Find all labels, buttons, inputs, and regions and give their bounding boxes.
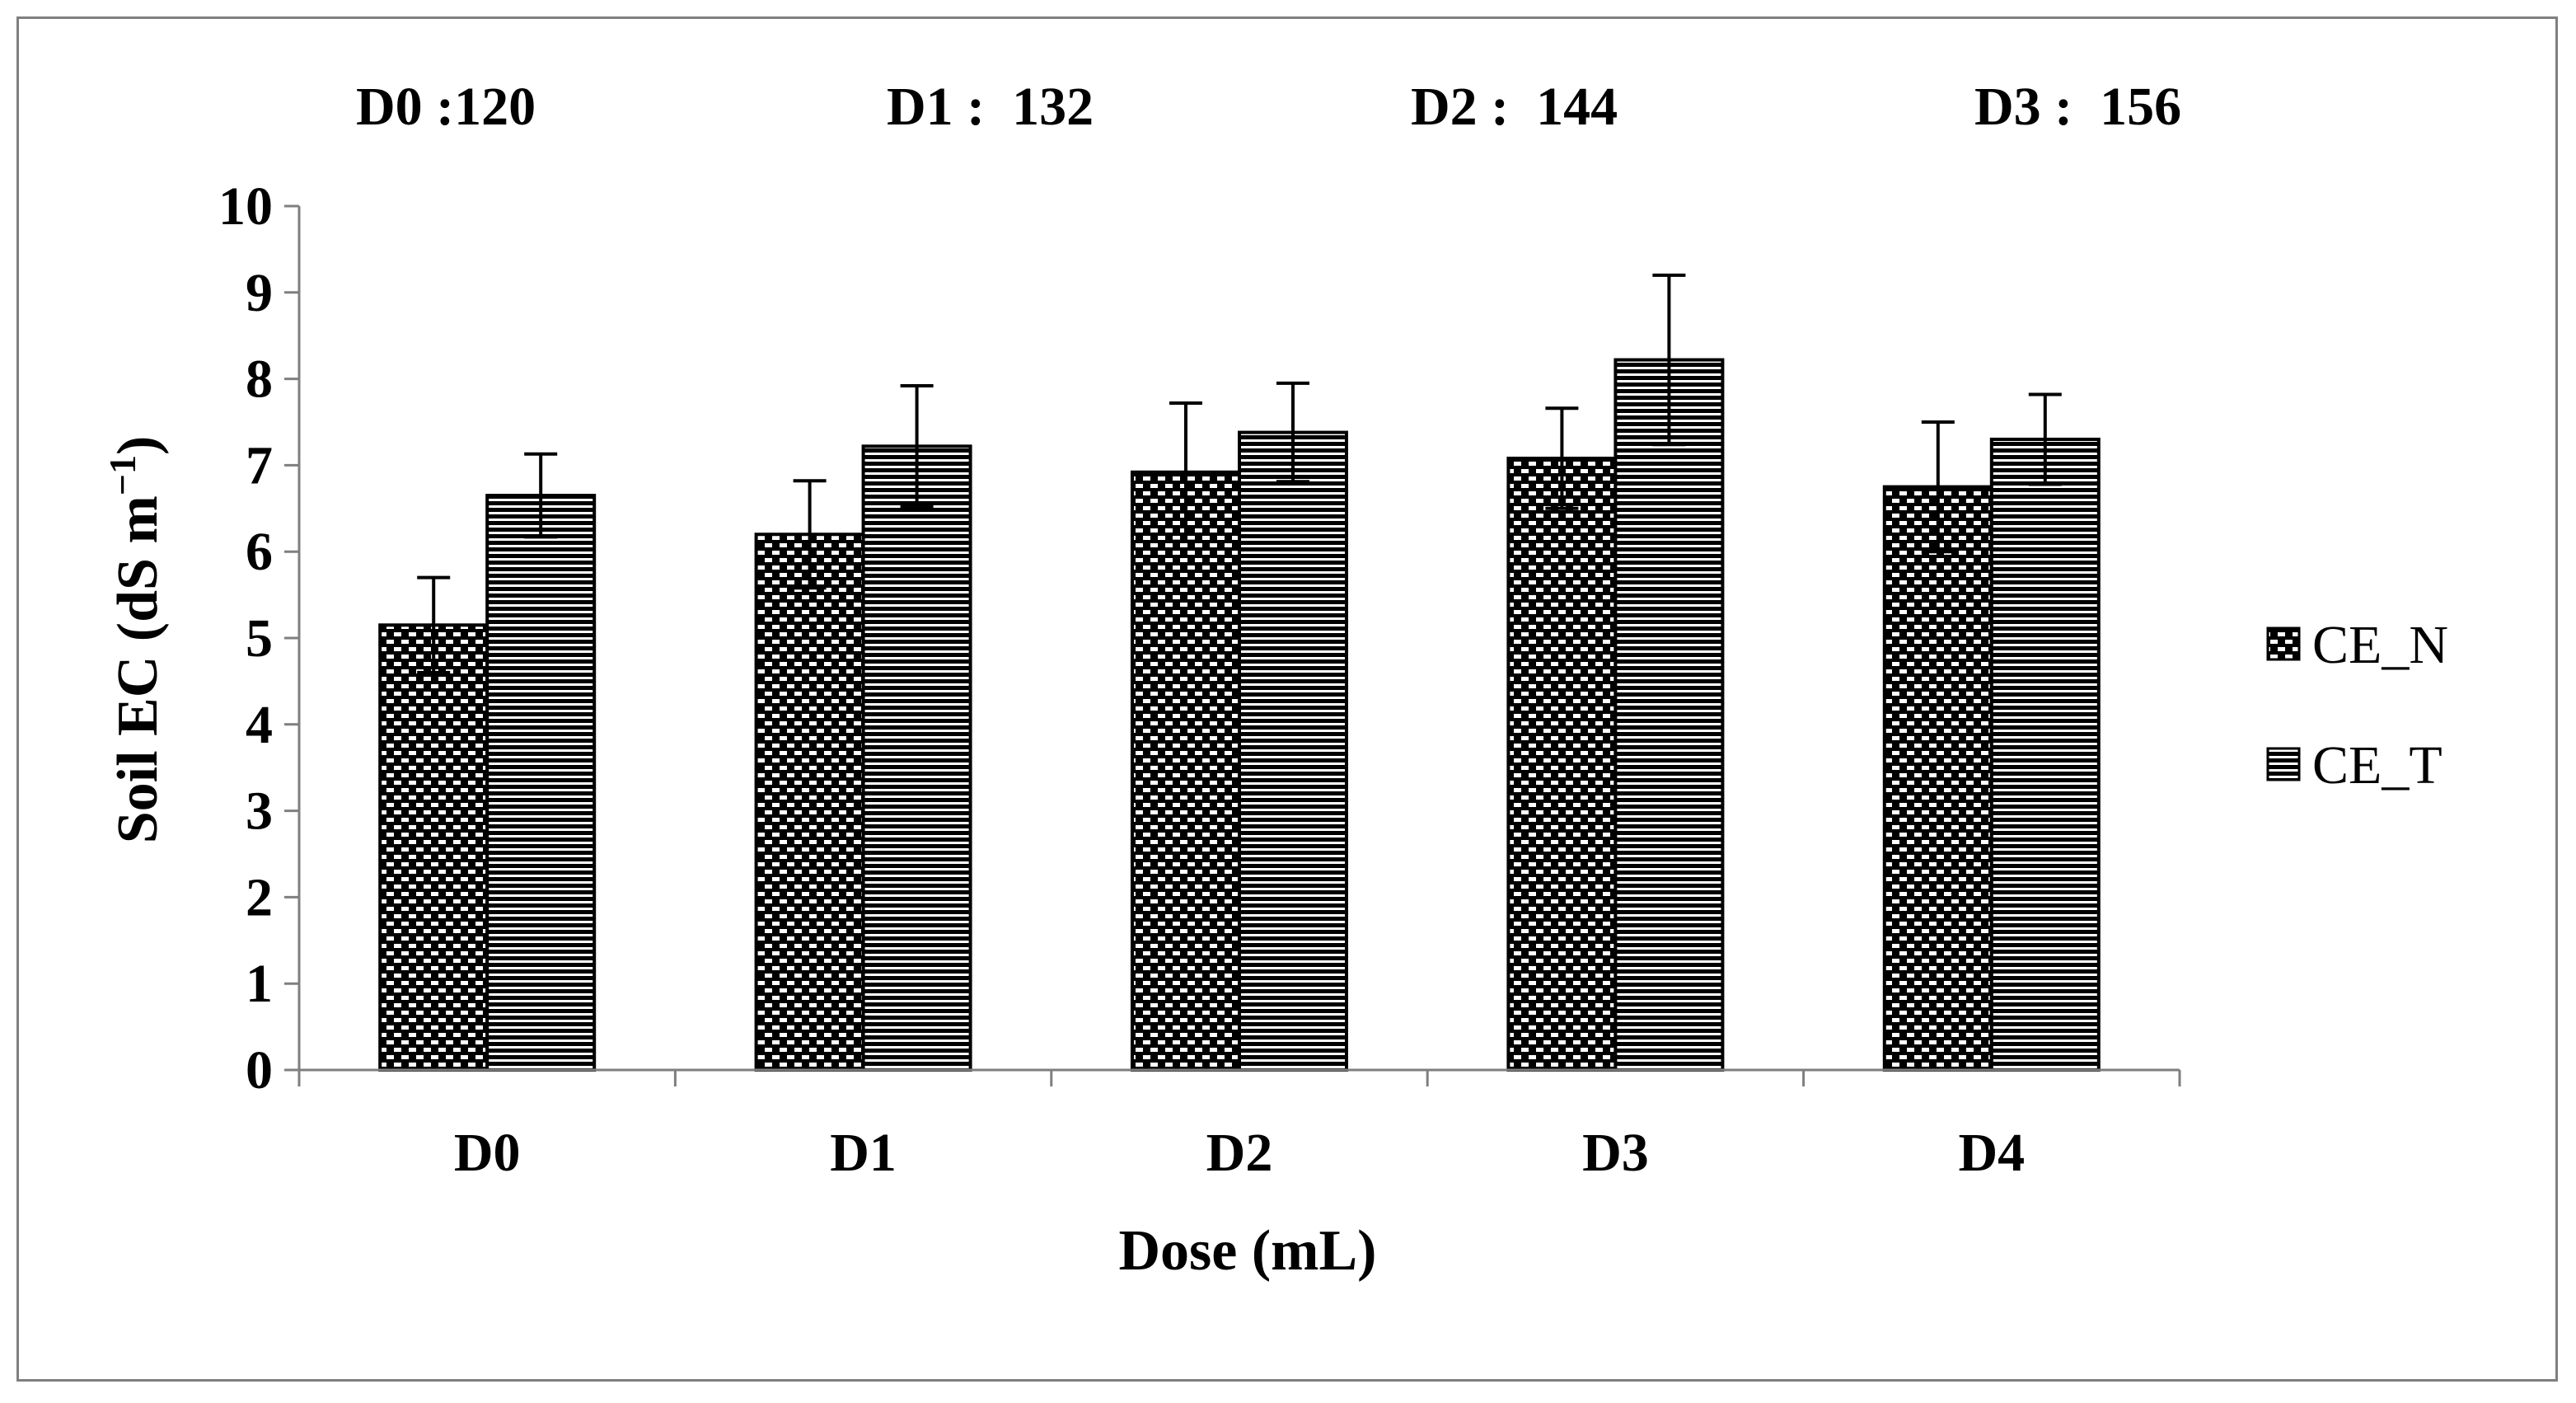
x-axis-title: Dose (mL) [1119,1219,1377,1283]
bar-ce-n-d0 [380,625,487,1070]
legend-label-ce-t: CE_T [2312,735,2443,795]
y-tick-label: 6 [246,522,273,582]
y-axis-title-close: ) [106,436,170,455]
x-tick-label: D1 [830,1123,897,1183]
y-tick-label: 10 [218,176,273,237]
y-tick-label: 7 [246,435,273,495]
y-tick-label: 2 [246,867,273,927]
bar-ce-t-d4 [1992,439,2099,1070]
y-tick-label: 8 [246,350,273,410]
x-tick-label: D3 [1582,1123,1649,1183]
y-axis-title-sup: −1 [101,455,143,495]
bar-ce-t-d3 [1615,360,1722,1070]
legend-swatch-ce-t [2268,748,2299,780]
y-tick-label: 0 [246,1040,273,1100]
y-axis-title-main: Soil EC (dS m [106,495,170,843]
bar-ce-n-d1 [756,534,864,1070]
y-axis-title: Soil EC (dS m−1) [101,436,170,844]
y-tick-label: 5 [246,608,273,669]
legend-swatch-ce-n [2268,628,2299,659]
bar-ce-n-d2 [1132,472,1239,1070]
legend-label-ce-n: CE_N [2312,615,2448,675]
y-ticks: 0 1 2 3 4 5 6 7 8 9 10 [218,176,299,1100]
y-tick-label: 3 [246,781,273,842]
y-tick-label: 4 [246,695,273,755]
bar-ce-t-d0 [487,495,594,1070]
y-tick-label: 1 [246,954,273,1014]
bar-ce-t-d1 [864,446,971,1070]
y-tick-label: 9 [246,263,273,323]
bar-ce-t-d2 [1239,433,1347,1070]
bar-chart: 0 1 2 3 4 5 6 7 8 9 10 D0 D1 D2 D3 D4 Dose (mL) Soil E… [0,0,2576,1403]
bar-ce-n-d4 [1885,487,1992,1070]
legend: CE_N CE_T [2268,615,2448,795]
bar-ce-n-d3 [1508,458,1615,1070]
x-tick-label: D0 [454,1123,521,1183]
x-ticks: D0 D1 D2 D3 D4 [299,1070,2180,1183]
bars-layer [380,360,2099,1070]
x-tick-label: D4 [1958,1123,2025,1183]
x-tick-label: D2 [1206,1123,1273,1183]
